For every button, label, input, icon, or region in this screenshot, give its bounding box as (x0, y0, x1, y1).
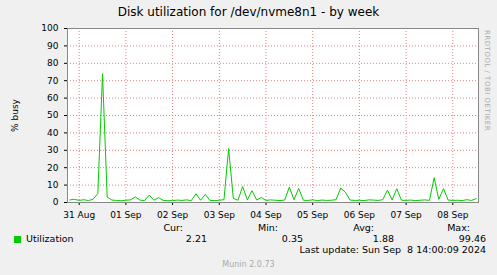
svg-text:04 Sep: 04 Sep (250, 210, 282, 220)
svg-text:01 Sep: 01 Sep (110, 210, 142, 220)
svg-text:80: 80 (47, 58, 59, 68)
svg-text:100: 100 (41, 23, 58, 33)
svg-text:90: 90 (47, 41, 59, 51)
svg-text:10: 10 (47, 180, 59, 190)
svg-text:50: 50 (47, 110, 59, 120)
svg-text:40: 40 (47, 128, 59, 138)
svg-text:0: 0 (53, 197, 59, 207)
html-text:0.35: 0.35 (281, 233, 303, 244)
html-text:99.46: 99.46 (458, 233, 486, 244)
svg-text:03 Sep: 03 Sep (204, 210, 236, 220)
html-text:1.88: 1.88 (372, 233, 394, 244)
svg-text:08 Sep: 08 Sep (437, 210, 469, 220)
svg-text:02 Sep: 02 Sep (157, 210, 189, 220)
svg-text:60: 60 (47, 93, 59, 103)
html-text:Disk utilization for /dev/nvme: Disk utilization for /dev/nvme8n1 - by w… (117, 5, 380, 19)
html-text:Last update: Sun Sep 8 14:00:0: Last update: Sun Sep 8 14:00:09 2024 (299, 244, 486, 255)
svg-text:05 Sep: 05 Sep (297, 210, 329, 220)
html-text:2.21: 2.21 (185, 233, 207, 244)
svg-text:31 Aug: 31 Aug (63, 210, 95, 220)
svg-text:06 Sep: 06 Sep (344, 210, 376, 220)
svg-text:07 Sep: 07 Sep (390, 210, 422, 220)
svg-text:30: 30 (47, 145, 59, 155)
html-text:Utilization: Utilization (26, 233, 74, 244)
svg-text:20: 20 (47, 163, 59, 173)
html-text:RRDTOOL / TOBI OETIKER: RRDTOOL / TOBI OETIKER (483, 30, 491, 132)
html-text:Munin 2.0.73: Munin 2.0.73 (222, 260, 275, 269)
svg-text:70: 70 (47, 76, 59, 86)
html-text:Cur:: Cur: (163, 222, 183, 233)
html-text:Avg:: Avg: (353, 222, 374, 233)
svg-text:% busy: % busy (10, 98, 20, 132)
html-text:Max:: Max: (447, 222, 470, 233)
html-text:Min:: Min: (257, 222, 278, 233)
